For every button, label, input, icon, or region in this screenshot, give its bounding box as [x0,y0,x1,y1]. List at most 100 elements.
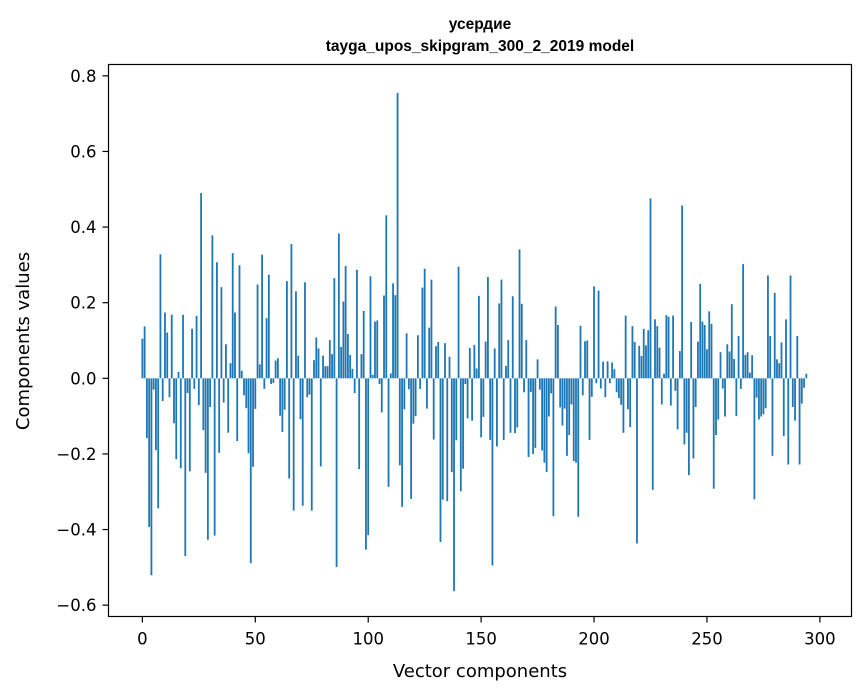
bar-component-158 [498,303,501,379]
bar-component-136 [448,356,451,379]
bar-component-92 [349,354,352,379]
bar-component-100 [367,378,370,536]
bar-component-65 [288,378,291,479]
bars-layer [141,92,808,592]
bar-component-179 [545,378,548,473]
bar-component-41 [234,312,236,379]
bar-component-184 [557,325,559,379]
bar-component-232 [665,315,668,379]
bar-component-7 [157,378,160,509]
bar-component-186 [561,378,564,426]
bar-component-10 [164,312,166,379]
bar-component-285 [785,319,787,379]
bar-component-264 [737,335,740,379]
y-tick-label: 0.4 [70,218,96,237]
bar-component-141 [459,378,462,492]
bar-component-72 [304,282,306,379]
bar-component-33 [216,262,218,379]
bar-component-32 [213,378,216,536]
bar-component-180 [547,378,550,417]
y-axis-ticks: −0.6 −0.4 −0.2 0.0 0.2 0.4 0.6 0.8 [56,67,109,615]
bar-component-286 [787,378,790,465]
chart-title: усердие [449,16,512,33]
bar-component-269 [748,372,751,379]
bar-component-88 [340,346,343,379]
bar-component-263 [735,378,738,417]
bar-component-274 [760,378,763,417]
bar-component-53 [261,254,263,379]
bar-component-258 [724,378,726,417]
bar-component-85 [333,278,336,379]
bar-component-224 [647,330,650,379]
bar-component-39 [229,363,232,379]
bar-component-30 [209,378,212,408]
bar-component-231 [663,373,665,379]
bar-component-170 [525,340,528,379]
bar-component-135 [446,378,449,502]
bar-component-154 [489,378,492,440]
bar-component-89 [342,301,345,379]
bar-component-189 [568,378,571,436]
bar-component-49 [252,378,254,467]
bar-component-171 [527,378,530,457]
bar-component-137 [450,378,453,473]
x-axis-label: Vector components [393,661,567,682]
bar-component-166 [516,378,519,428]
y-tick-label: −0.6 [56,596,96,615]
bar-component-254 [715,378,717,436]
bar-component-2 [145,378,148,439]
bar-component-233 [667,316,670,379]
bar-component-108 [385,215,388,379]
bar-component-163 [509,378,512,433]
bar-component-36 [222,378,225,403]
bar-component-9 [161,378,164,401]
bar-component-125 [423,268,426,379]
bar-component-132 [439,378,442,543]
bar-component-31 [211,235,214,379]
bar-component-244 [692,378,695,459]
bar-component-165 [514,378,516,434]
bar-component-90 [344,266,347,379]
bar-component-106 [380,378,383,413]
y-axis-label: Components values [13,252,34,430]
bar-component-15 [175,378,178,460]
bar-component-12 [168,378,171,398]
bar-component-62 [281,378,284,432]
y-tick-label: 0.0 [70,369,96,388]
bar-component-17 [179,378,182,469]
bar-component-236 [674,378,677,391]
bar-component-270 [751,355,754,379]
bar-component-6 [155,378,157,451]
bar-component-109 [387,378,390,487]
bar-component-19 [184,378,187,557]
bar-component-116 [403,378,406,410]
bar-component-181 [550,378,553,394]
bar-component-34 [218,378,221,453]
bar-component-102 [371,374,374,379]
bar-component-284 [782,378,785,437]
bar-component-46 [245,378,248,409]
bar-component-183 [554,306,557,379]
bar-component-218 [633,342,636,379]
bar-component-43 [238,265,241,379]
bar-component-257 [721,378,724,389]
bar-component-57 [270,378,273,384]
bar-component-214 [624,315,627,379]
bar-component-63 [283,378,286,410]
plot-frame [107,63,853,618]
bar-component-35 [220,287,223,379]
bar-component-134 [444,343,446,379]
bar-component-98 [362,311,365,379]
bar-component-278 [769,335,772,379]
bar-component-112 [394,295,397,379]
bar-component-168 [520,303,523,379]
bar-component-83 [328,340,331,379]
bar-component-219 [636,378,638,544]
bar-component-37 [225,344,227,379]
bar-component-3 [148,378,151,527]
bar-component-48 [249,378,252,564]
bar-component-250 [706,349,708,379]
bar-component-246 [697,341,699,379]
bar-component-94 [353,378,356,394]
bar-component-234 [669,378,672,406]
